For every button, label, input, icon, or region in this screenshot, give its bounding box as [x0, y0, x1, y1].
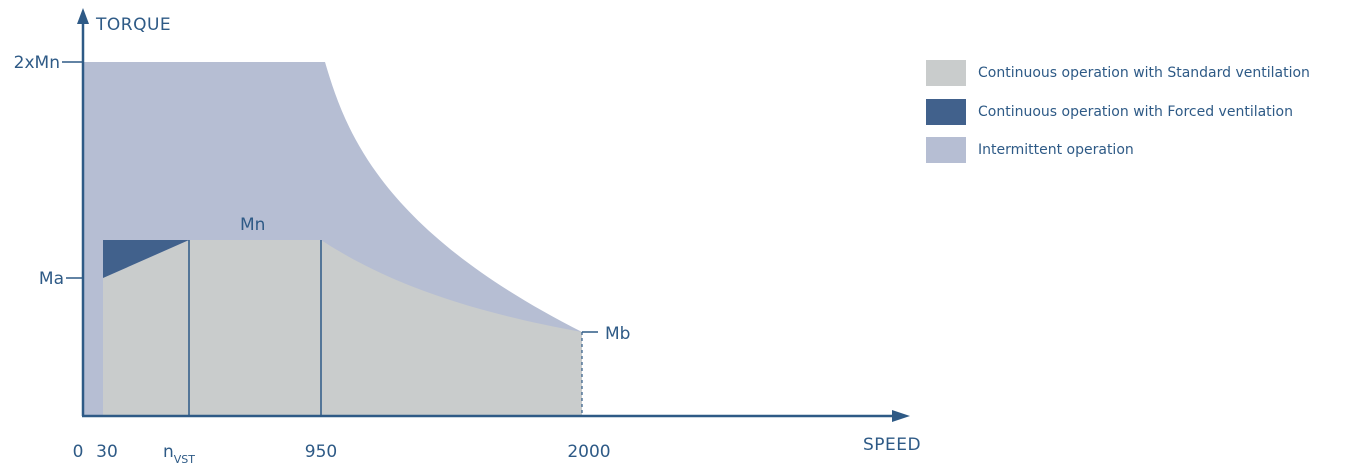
x-axis-arrow: [892, 410, 910, 422]
y-axis-title: TORQUE: [95, 15, 171, 35]
forced-ventilation-area: [103, 240, 189, 278]
x-tick-label-30: 30: [96, 442, 118, 462]
legend-item-intermittent: Intermittent operation: [926, 137, 1310, 163]
y-tick-label-2xmn: 2xMn: [14, 53, 60, 73]
nvst-main: n: [163, 442, 174, 462]
legend-swatch-standard: [926, 60, 966, 86]
legend-label-forced: Continuous operation with Forced ventila…: [978, 103, 1293, 120]
legend-swatch-forced: [926, 98, 966, 125]
legend-swatch-intermittent: [926, 137, 966, 163]
curve-label-mb: Mb: [605, 324, 630, 344]
x-tick-label-950: 950: [305, 442, 337, 462]
x-axis-title: SPEED: [863, 435, 920, 455]
legend: Continuous operation with Standard venti…: [926, 60, 1310, 176]
standard-ventilation-area: [103, 240, 582, 416]
legend-item-forced: Continuous operation with Forced ventila…: [926, 98, 1310, 125]
legend-label-intermittent: Intermittent operation: [978, 142, 1134, 158]
y-tick-label-ma: Ma: [39, 269, 64, 289]
curve-label-mn: Mn: [240, 215, 265, 235]
y-axis-arrow: [77, 8, 89, 24]
x-tick-label-0: 0: [73, 442, 84, 462]
nvst-subscript: VST: [174, 453, 196, 466]
torque-speed-chart: TORQUE SPEED 2xMn Ma Mn Mb 0 30 nVST 950…: [14, 8, 920, 466]
x-tick-label-nvst: nVST: [163, 442, 195, 466]
x-tick-label-2000: 2000: [567, 442, 610, 462]
legend-item-standard: Continuous operation with Standard venti…: [926, 60, 1310, 86]
legend-label-standard: Continuous operation with Standard venti…: [978, 65, 1310, 81]
